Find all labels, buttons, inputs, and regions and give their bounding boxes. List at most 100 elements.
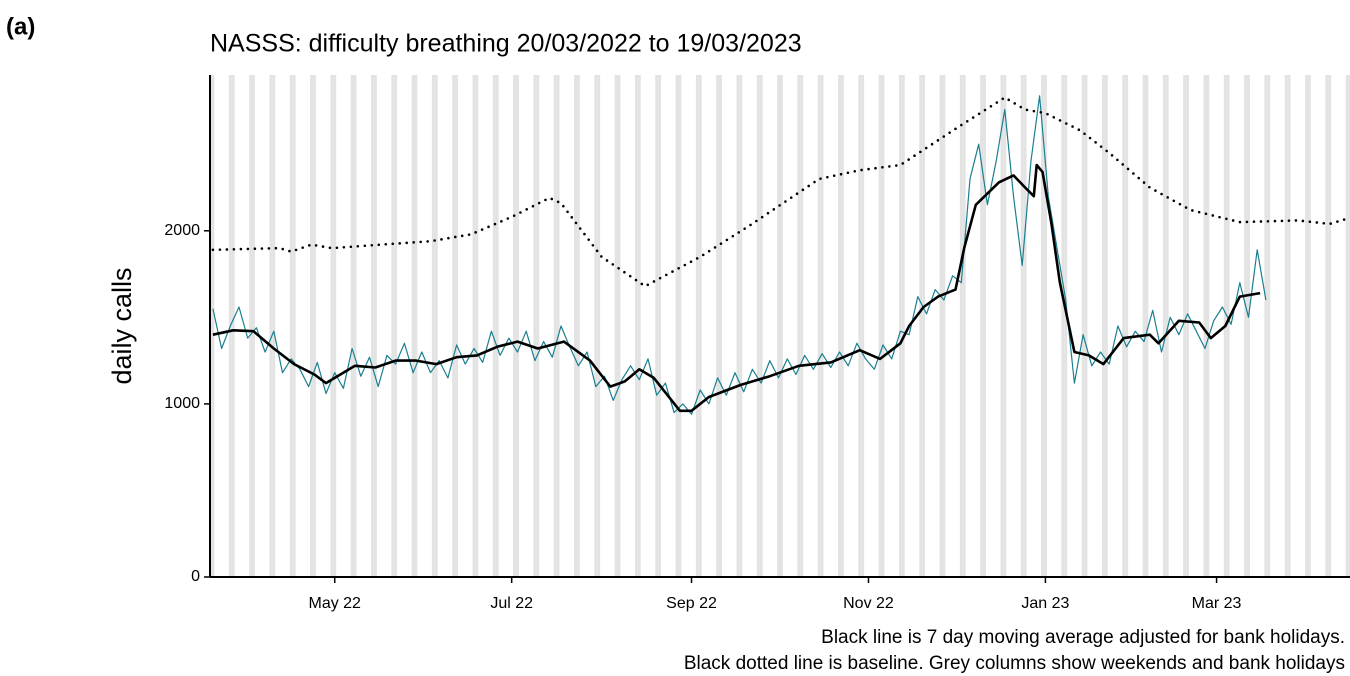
weekend-column [1064,75,1068,577]
weekend-column [391,75,395,577]
weekend-column [513,75,517,577]
weekend-column [373,75,377,577]
weekend-column [576,75,580,577]
y-tick-label: 2000 [164,222,200,239]
weekend-column [1000,75,1004,577]
weekend-column [472,75,476,577]
weekend-column [1267,75,1271,577]
weekend-column [269,75,273,577]
weekend-column [272,75,276,577]
weekend-column [1305,75,1308,577]
weekend-column [536,75,540,577]
weekend-column [1226,75,1230,577]
weekend-column [1206,75,1210,577]
weekend-column [411,75,415,577]
weekend-column [675,75,679,577]
weekend-column [1125,75,1129,577]
weekend-column [858,75,862,577]
weekend-column [249,75,253,577]
series-line [212,95,1267,415]
weekend-column [370,75,374,577]
weekend-column [1287,75,1291,577]
weekend-column [597,75,601,577]
weekend-column [922,75,926,577]
weekend-column [1284,75,1288,577]
weekend-column [1101,75,1105,577]
weekend-column [1247,75,1250,577]
weekend-column [658,75,662,577]
weekend-column [817,75,821,577]
weekend-column [756,75,760,577]
weekend-column [881,75,885,577]
weekend-column [901,75,905,577]
weekend-column [1328,75,1332,577]
chart-title: NASSS: difficulty breathing 20/03/2022 t… [210,30,802,58]
weekend-column [1122,75,1126,577]
x-tick-label: Mar 23 [1192,595,1242,612]
weekend-column [942,75,946,577]
weekend-column [939,75,943,577]
weekend-column [1186,75,1190,577]
y-tick-label: 1000 [164,395,200,412]
weekend-column [759,75,763,577]
weekend-column [861,75,865,577]
weekend-column [1104,75,1108,577]
weekend-column [637,75,641,577]
weekend-column [716,75,720,577]
weekend-column [231,75,235,577]
weekend-column [310,75,313,577]
weekend-column [353,75,357,577]
weekend-column [1142,75,1146,577]
weekend-column [1183,75,1187,577]
weekend-column [1244,75,1248,577]
weekend-column [1348,75,1350,577]
weekend-column [533,75,537,577]
weekend-column [1345,75,1349,577]
note: Black line is 7 day moving average adjus… [821,627,1345,648]
weekend-column [556,75,560,577]
weekend-column [455,75,459,577]
weekend-column [594,75,598,577]
weekend-column [1003,75,1007,577]
weekend-column [1145,75,1149,577]
weekend-column [840,75,844,577]
weekend-column [1203,75,1207,577]
weekend-column [800,75,804,577]
x-tick-label: Nov 22 [843,595,894,612]
weekend-column [1043,75,1047,577]
weekend-column [553,75,557,577]
weekend-column [980,75,984,577]
panel-label: (a) [6,13,35,40]
weekend-column [1081,75,1085,577]
x-tick-label: Jul 22 [490,595,533,612]
weekend-column [919,75,923,577]
weekend-column [452,75,456,577]
weekend-column [252,75,255,577]
weekend-column [211,75,215,577]
weekend-column [678,75,682,577]
weekend-column [350,75,354,577]
weekend-column [431,75,435,577]
x-tick-label: Sep 22 [666,595,717,612]
weekend-column [983,75,986,577]
weekend-column [1307,75,1311,577]
weekend-column [838,75,841,577]
weekend-column [878,75,882,577]
weekend-column [1165,75,1169,577]
weekend-column [330,75,334,577]
weekend-column [698,75,702,577]
y-tick-label: 0 [191,568,200,585]
series-line [211,96,1349,288]
weekend-column [820,75,824,577]
x-tick-label: May 22 [308,595,361,612]
weekend-column [1264,75,1268,577]
weekend-column [655,75,659,577]
weekend-column [516,75,519,577]
weekend-column [1041,75,1044,577]
weekend-column [333,75,337,577]
weekend-column [434,75,438,577]
weekend-column [959,75,963,577]
weekend-column [394,75,398,577]
weekend-column [614,75,618,577]
